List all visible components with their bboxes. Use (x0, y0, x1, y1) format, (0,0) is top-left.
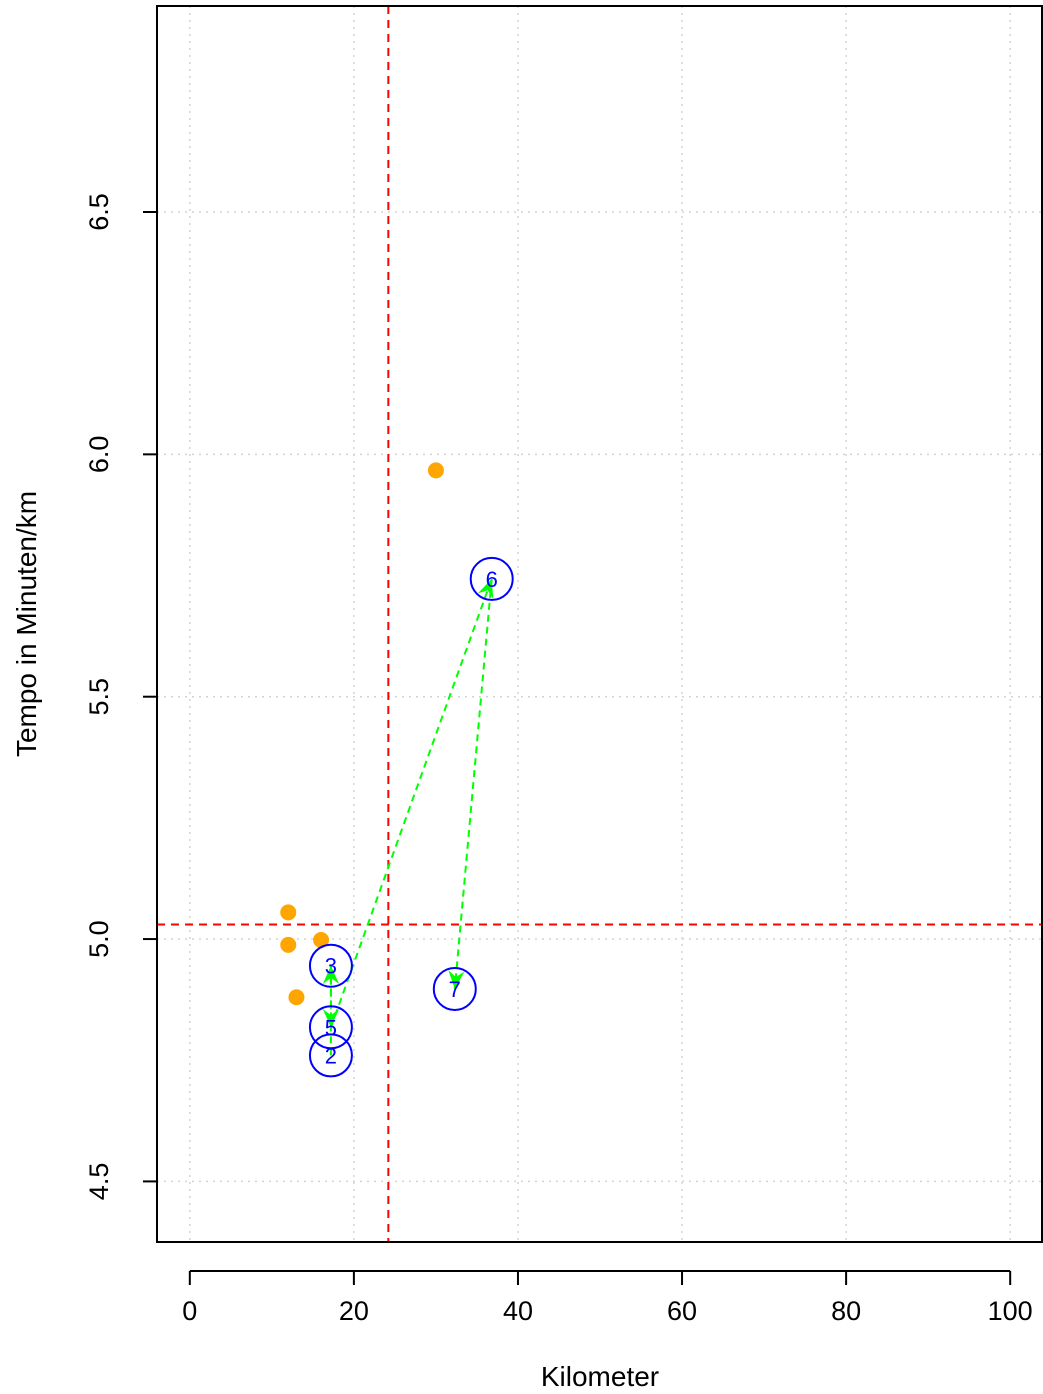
run-label: 3 (325, 954, 337, 979)
x-tick-label: 0 (182, 1296, 197, 1326)
run-marker-5: 5 (308, 1005, 353, 1050)
run-circle (432, 966, 477, 1011)
arrow-line (329, 578, 493, 1028)
run-label: 2 (325, 1043, 337, 1068)
background-point (427, 462, 444, 479)
run-marker-3: 3 (308, 943, 353, 988)
x-axis-title: Kilometer (541, 1361, 659, 1392)
labeled-runs: 2 3 5 6 7 (308, 556, 514, 1078)
run-circle (308, 943, 353, 988)
background-point (280, 936, 297, 953)
arrow-line (453, 578, 493, 990)
arrow-5-to-6 (329, 578, 494, 1028)
background-point (280, 904, 297, 921)
run-marker-6: 6 (469, 556, 514, 601)
y-axis: 4.5 5.0 5.5 6.0 6.5 (84, 193, 157, 1200)
y-tick-label: 6.0 (84, 436, 114, 474)
y-tick-label: 4.5 (84, 1163, 114, 1201)
arrow-6-to-7 (448, 578, 493, 990)
run-circle (469, 556, 514, 601)
x-tick-label: 80 (831, 1296, 861, 1326)
run-label: 7 (449, 977, 461, 1002)
plot-frame (156, 5, 1043, 1243)
background-point (288, 989, 305, 1006)
run-marker-7: 7 (432, 966, 477, 1011)
run-label: 5 (325, 1015, 337, 1040)
run-marker-2: 2 (308, 1033, 353, 1078)
arrow-head (448, 970, 465, 989)
arrow-head (477, 578, 494, 599)
x-axis: 0 20 40 60 80 100 (182, 1270, 1033, 1326)
arrows (322, 578, 494, 1056)
arrow-head (322, 965, 340, 984)
grid (157, 6, 1043, 1242)
run-circle (308, 1033, 353, 1078)
reference-lines (157, 6, 1043, 1242)
background-point (313, 932, 330, 949)
x-tick-label: 100 (988, 1296, 1033, 1326)
x-tick-label: 20 (339, 1296, 369, 1326)
run-label: 6 (486, 567, 498, 592)
y-tick-label: 5.5 (84, 678, 114, 716)
run-circle (308, 1005, 353, 1050)
x-tick-label: 60 (667, 1296, 697, 1326)
background-points (280, 462, 444, 1006)
x-tick-label: 40 (503, 1296, 533, 1326)
y-tick-label: 5.0 (84, 920, 114, 958)
y-axis-title: Tempo in Minuten/km (11, 491, 42, 757)
y-tick-label: 6.5 (84, 193, 114, 231)
